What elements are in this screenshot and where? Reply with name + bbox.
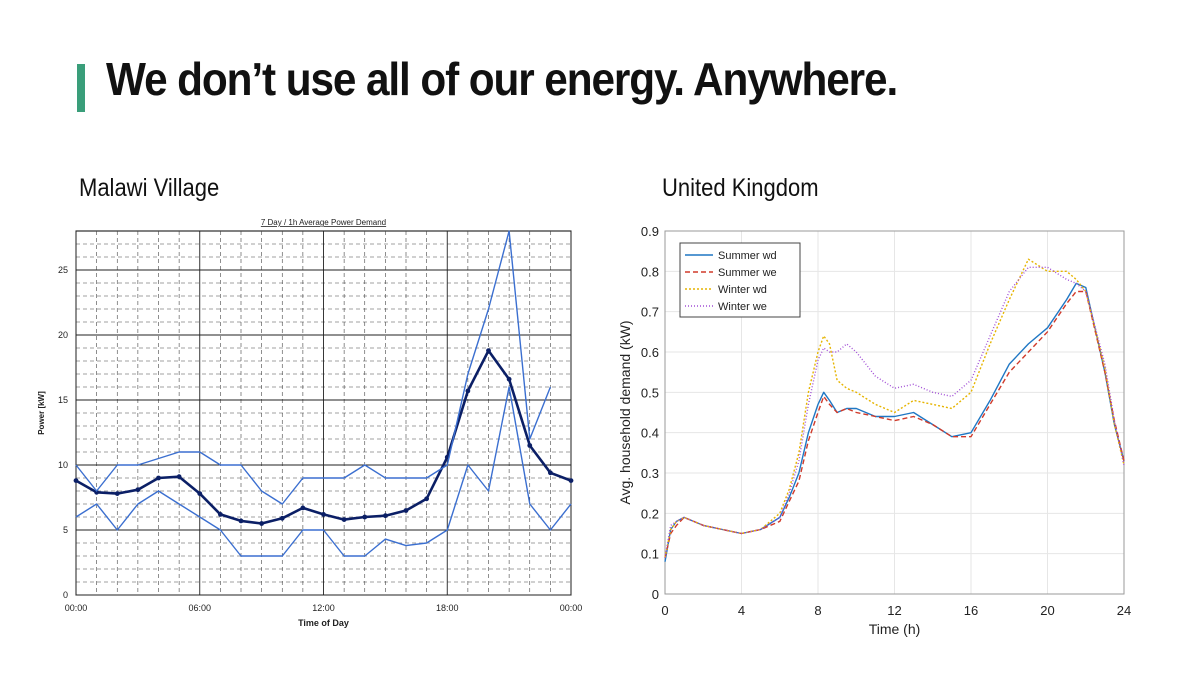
y-tick-label: 5 — [63, 525, 68, 535]
x-tick-label: 18:00 — [436, 603, 459, 613]
x-tick-label: 24 — [1117, 603, 1131, 618]
average-data-point — [568, 478, 574, 483]
malawi-section-label: Malawi Village — [79, 174, 220, 202]
y-tick-label: 0.8 — [641, 264, 659, 279]
average-data-point — [547, 470, 553, 476]
y-tick-label: 15 — [58, 395, 68, 405]
series-line — [664, 258, 1125, 558]
x-axis-label: Time (h) — [869, 621, 921, 637]
maximum-series-line — [75, 230, 552, 505]
x-tick-label: 12 — [887, 603, 901, 618]
average-data-point — [382, 513, 388, 519]
x-tick-label: 0 — [661, 603, 668, 618]
y-tick-label: 0.7 — [641, 305, 659, 320]
y-tick-label: 20 — [58, 330, 68, 340]
y-tick-label: 10 — [58, 460, 68, 470]
y-axis-label: Power [kW] — [37, 391, 46, 435]
y-tick-label: 0 — [652, 587, 659, 602]
malawi-power-chart: 0 5 10 15 20 25 00:00 06:00 12:00 18:00 00:00 7 Day… — [37, 218, 582, 628]
average-data-point — [279, 515, 285, 521]
average-data-point — [156, 475, 161, 481]
average-data-point — [341, 517, 347, 522]
y-tick-label: 0.2 — [641, 506, 659, 521]
average-data-point — [238, 518, 244, 524]
y-tick-label: 0.9 — [641, 224, 659, 239]
x-tick-label: 16 — [964, 603, 978, 618]
average-data-point — [114, 491, 120, 496]
legend-label: Summer wd — [718, 250, 777, 262]
average-data-point — [403, 508, 409, 513]
average-data-point — [506, 376, 512, 382]
average-data-point — [424, 496, 430, 502]
minimum-series-line — [75, 386, 572, 557]
average-data-point — [465, 388, 471, 394]
y-tick-label: 0.3 — [641, 466, 659, 481]
x-tick-label: 00:00 — [560, 603, 583, 613]
x-tick-label: 20 — [1040, 603, 1054, 618]
legend-label: Winter wd — [718, 284, 767, 296]
accent-bar — [77, 64, 85, 112]
x-tick-label: 4 — [738, 603, 745, 618]
legend-label: Winter we — [718, 301, 767, 313]
average-data-point — [197, 491, 203, 496]
x-tick-label: 12:00 — [312, 603, 335, 613]
y-axis-label: Avg. household demand (kW) — [617, 320, 633, 504]
x-tick-label: 00:00 — [65, 603, 88, 613]
x-tick-label: 06:00 — [188, 603, 211, 613]
uk-demand-chart: 0 0.1 0.2 0.3 0.4 0.5 0.6 0.7 0.8 0.9 0 4 8 12 16 20 24 T… — [617, 224, 1131, 637]
y-tick-label: 25 — [58, 265, 68, 275]
slide-title: We don’t use all of our energy. Anywhere… — [106, 53, 898, 105]
average-data-point — [486, 348, 491, 353]
y-tick-label: 0.6 — [641, 345, 659, 360]
plot-frame — [664, 230, 1125, 595]
y-tick-label: 0 — [63, 590, 68, 600]
average-data-point — [135, 487, 141, 493]
average-data-point — [73, 478, 79, 483]
x-axis-label: Time of Day — [298, 618, 349, 628]
average-data-point — [176, 474, 182, 480]
chart-title: 7 Day / 1h Average Power Demand — [261, 218, 386, 227]
average-data-point — [362, 514, 368, 520]
average-data-point — [94, 489, 100, 495]
average-data-point — [217, 512, 223, 517]
average-data-point — [321, 512, 326, 517]
y-tick-label: 0.5 — [641, 385, 659, 400]
y-tick-label: 0.4 — [641, 426, 659, 441]
uk-section-label: United Kingdom — [662, 174, 819, 202]
average-data-point — [527, 443, 533, 448]
average-data-point — [259, 521, 265, 526]
average-data-point — [300, 505, 306, 511]
legend-label: Summer we — [718, 267, 777, 279]
y-tick-label: 0.1 — [641, 547, 659, 562]
x-tick-label: 8 — [814, 603, 821, 618]
